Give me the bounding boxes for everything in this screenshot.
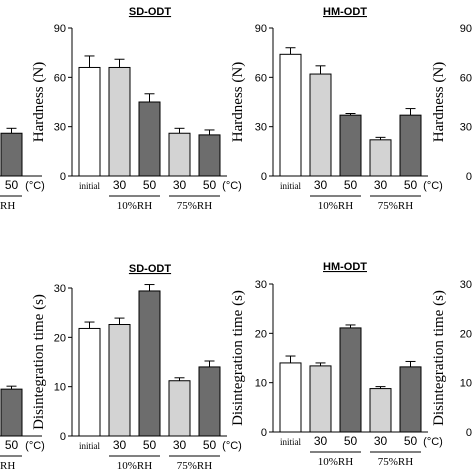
unit-label: (°C) (25, 180, 45, 192)
y-tick-label: 90 (255, 23, 267, 35)
bar (78, 327, 101, 437)
y-tick-label: 20 (54, 332, 66, 344)
unit-label: (°C) (423, 436, 443, 448)
bar (369, 388, 392, 433)
bar (198, 134, 221, 177)
panel-title: SD-ODT (129, 6, 171, 18)
bar (0, 132, 23, 177)
y-tick-label: 30 (54, 283, 66, 295)
x-tick-label: 50 (5, 178, 19, 192)
y-axis-label: Hardness (N) (230, 62, 246, 142)
y-axis-label: Hardness (N) (31, 62, 47, 142)
y-tick-label: 30 (255, 122, 267, 134)
y-tick-label: 0 (466, 171, 472, 183)
x-tick-label: 30 (314, 434, 328, 448)
group-label: 75%RH (378, 456, 414, 468)
y-tick-label: 0 (60, 171, 66, 183)
y-tick-label: 90 (54, 23, 66, 35)
group-label: 10%RH (318, 456, 354, 468)
bar (279, 362, 302, 433)
y-axis-label: Hardness (N) (431, 62, 447, 142)
x-tick-label: 50 (143, 178, 157, 192)
group-label: 75%RH (177, 200, 213, 212)
panel-title: HM-ODT (323, 6, 367, 18)
x-tick-label: 30 (374, 434, 388, 448)
group-label: 75%RH (177, 460, 213, 472)
bar (339, 114, 362, 177)
unit-label: (°C) (423, 180, 443, 192)
unit-label: (°C) (25, 440, 45, 452)
x-tick-label: 30 (314, 178, 328, 192)
bar (168, 380, 191, 437)
group-label: 10%RH (117, 460, 153, 472)
x-tick-label: initial (79, 441, 100, 451)
y-tick-label: 0 (261, 427, 267, 439)
y-tick-label: 30 (460, 279, 472, 291)
y-tick-label: 30 (460, 122, 472, 134)
x-tick-label: 30 (374, 178, 388, 192)
x-tick-label: 50 (404, 434, 418, 448)
unit-label: (°C) (222, 180, 242, 192)
x-tick-label: 50 (404, 178, 418, 192)
y-tick-label: 90 (460, 23, 472, 35)
bar (309, 365, 332, 433)
bar (279, 53, 302, 177)
y-tick-label: 20 (460, 328, 472, 340)
y-axis-label: Disintegration time (s) (230, 290, 246, 426)
x-tick-label: 50 (203, 438, 217, 452)
y-tick-label: 10 (54, 382, 66, 394)
bar (399, 114, 422, 177)
x-tick-label: initial (79, 181, 100, 191)
y-tick-label: 10 (255, 378, 267, 390)
y-tick-label: 60 (460, 72, 472, 84)
bar (78, 66, 101, 177)
bar (0, 388, 23, 437)
x-tick-label: 50 (203, 178, 217, 192)
group-label: RH (0, 460, 15, 472)
x-tick-label: 50 (5, 438, 19, 452)
unit-label: (°C) (222, 440, 242, 452)
x-tick-label: 30 (113, 178, 127, 192)
y-tick-label: 20 (255, 328, 267, 340)
y-tick-label: 10 (460, 378, 472, 390)
group-label: 75%RH (378, 200, 414, 212)
bar (108, 324, 131, 437)
bar (138, 101, 161, 177)
y-tick-label: 60 (54, 72, 66, 84)
y-tick-label: 0 (60, 431, 66, 443)
group-label: RH (0, 200, 15, 212)
x-tick-label: initial (280, 181, 301, 191)
x-tick-label: initial (280, 437, 301, 447)
y-tick-label: 30 (255, 279, 267, 291)
bar (369, 139, 392, 177)
group-label: 10%RH (117, 200, 153, 212)
y-axis-label: Disintegration time (s) (31, 294, 47, 430)
y-tick-label: 0 (261, 171, 267, 183)
bar (339, 327, 362, 433)
y-tick-label: 30 (54, 122, 66, 134)
x-tick-label: 30 (173, 438, 187, 452)
y-tick-label: 60 (255, 72, 267, 84)
group-label: 10%RH (318, 200, 354, 212)
panel-title: SD-ODT (129, 263, 171, 275)
x-tick-label: 30 (113, 438, 127, 452)
bar (309, 73, 332, 177)
bar (108, 66, 131, 177)
bar (138, 290, 161, 437)
bar (399, 366, 422, 433)
x-tick-label: 50 (344, 434, 358, 448)
y-tick-label: 0 (466, 427, 472, 439)
bar (198, 366, 221, 437)
x-tick-label: 50 (143, 438, 157, 452)
bar (168, 132, 191, 177)
x-tick-label: 50 (344, 178, 358, 192)
y-axis-label: Disintegration time (s) (431, 290, 447, 426)
panel-title: HM-ODT (323, 261, 367, 273)
x-tick-label: 30 (173, 178, 187, 192)
